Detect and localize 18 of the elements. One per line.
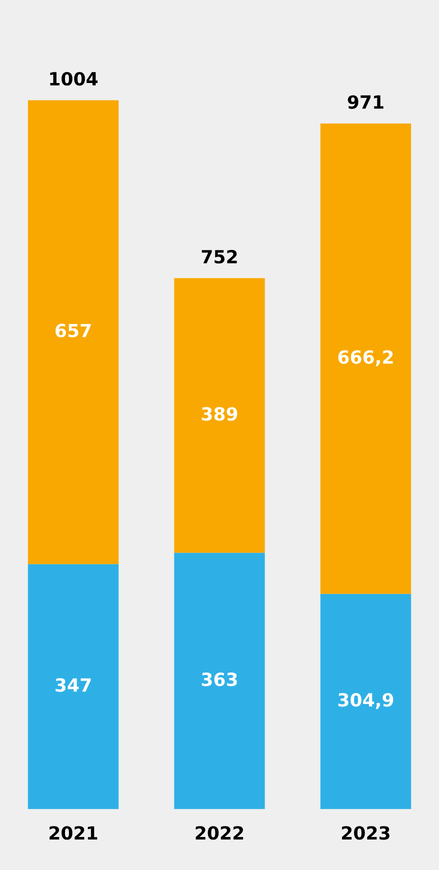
data-label: 363 [202,672,237,686]
x-tick-label: 2021 [50,826,98,840]
data-label: 304,9 [338,693,394,710]
bar [174,552,265,810]
bar [320,123,412,594]
x-tick-label: 2023 [342,826,390,840]
bar [28,100,119,564]
bar [174,278,265,553]
data-label: 389 [202,407,238,421]
total-label: 1004 [50,72,98,86]
bar [28,564,119,810]
total-label: 971 [348,95,384,109]
total-label: 752 [202,250,237,264]
data-label: 666,2 [338,350,393,366]
bar [320,594,412,810]
data-label: 347 [56,678,91,692]
x-tick-label: 2022 [196,826,244,840]
data-label: 657 [56,324,91,338]
